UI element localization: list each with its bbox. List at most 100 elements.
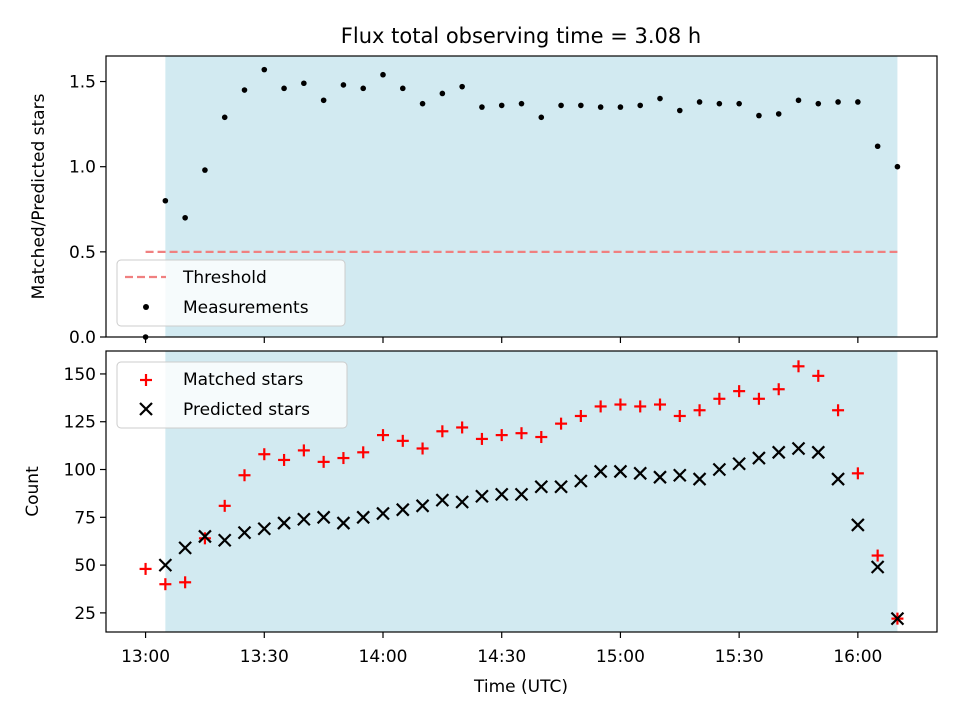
predicted-star-point [455,495,469,509]
predicted-star-point [831,472,845,486]
predicted-star-point [613,464,628,479]
measurement-point [182,214,188,221]
measurement-point [162,197,169,204]
bottom-x-tick-label: 14:30 [477,647,526,667]
matched-star-point [535,431,548,444]
measurement-point [775,111,782,117]
predicted-marker-b [178,541,192,555]
measurement-point [736,100,742,107]
predicted-marker-b [534,479,549,494]
bottom-x-tick-label: 13:30 [240,647,289,667]
predicted-marker-b [574,474,588,488]
bottom-x-tick-label: 16:00 [833,647,882,667]
predicted-star-point [692,472,707,486]
measurement-point [479,104,485,110]
predicted-star-point [257,521,272,536]
matched-star-point [396,434,409,447]
predicted-star-point [336,516,351,530]
predicted-marker-b [851,518,865,532]
predicted-star-point [712,462,727,477]
predicted-marker-b [791,441,806,456]
predicted-star-point [851,518,865,532]
bottom-y-axis-label: Count [23,466,43,517]
predicted-marker-b [870,560,885,574]
predicted-star-point [633,466,647,481]
measurement-point [518,100,525,107]
matched-star-point [792,360,805,373]
predicted-marker-b [494,487,509,502]
matched-star-point [357,446,370,459]
predicted-star-point [593,464,608,479]
matched-star-point [258,448,271,461]
predicted-star-point [554,479,568,494]
legend-matched-label: Matched stars [183,370,303,390]
predicted-marker-b [732,457,746,471]
measurement-point [202,167,208,173]
top-legend-box [116,259,346,327]
predicted-marker-b [297,512,311,526]
matched-star-point [436,425,449,438]
measurement-point [320,97,327,104]
predicted-marker-b [336,516,351,530]
matched-star-point [812,369,825,382]
predicted-marker-b [514,487,529,502]
top-legend: Threshold Measurements [116,259,346,327]
legend-threshold-label: Threshold [182,268,267,288]
matched-star-point [713,392,726,405]
matched-star-point [317,455,330,468]
matched-star-point [377,429,389,442]
bottom-y-tick-label: 50 [74,556,96,576]
predicted-marker-b [396,502,410,517]
bottom-x-tick-label: 15:00 [596,647,645,667]
matched-star-point [515,427,528,440]
predicted-star-point [475,489,489,504]
top-y-axis-label: Matched/Predicted stars [29,93,49,299]
bottom-series [139,360,905,626]
predicted-star-point [673,468,687,483]
predicted-star-point [574,474,588,488]
predicted-marker-b [217,533,232,548]
matched-star-point [752,392,765,405]
predicted-marker-b [811,445,826,460]
matched-star-point [693,404,706,417]
matched-star-point [139,562,152,575]
matched-star-point [218,499,231,512]
predicted-marker-b [673,468,687,483]
legend-measurements-label: Measurements [183,298,309,318]
predicted-star-point [376,506,390,521]
predicted-star-point [494,487,509,502]
matched-star-point [574,409,587,422]
measurement-point [538,114,545,121]
predicted-star-point [752,451,766,465]
chart-title: Flux total observing time = 3.08 h [341,24,701,48]
predicted-marker-b [890,611,905,626]
predicted-star-point [356,510,370,525]
predicted-marker-b [831,472,845,486]
predicted-star-point [237,525,252,540]
matched-star-point [475,432,488,445]
measurement-point [281,85,287,92]
predicted-star-point [811,445,826,460]
measurement-point [894,163,901,170]
measurement-point [716,100,723,107]
predicted-star-point [890,611,905,626]
measurement-point [360,85,367,92]
matched-star-point [555,417,568,430]
predicted-star-point [653,470,667,484]
measurement-point [874,143,881,150]
measurement-point [399,85,406,92]
predicted-marker-b [257,521,272,536]
measurement-point [498,102,505,109]
top-y-tick-label: 1.5 [69,73,96,93]
legend-predicted-swatch [139,402,153,416]
measurement-point [835,99,841,105]
top-y-axis-ticks: 0.0 0.5 1.0 1.5 [69,73,106,348]
legend-measurements-swatch [143,304,149,310]
matched-star-point [238,469,251,482]
predicted-star-point [297,512,311,526]
bottom-panel: 25 50 75 100 125 150 13:00 13:30 14:00 14:30 15:0… [23,350,938,697]
predicted-marker-b [158,558,173,572]
predicted-marker-b [554,479,568,494]
predicted-star-point [870,560,885,574]
